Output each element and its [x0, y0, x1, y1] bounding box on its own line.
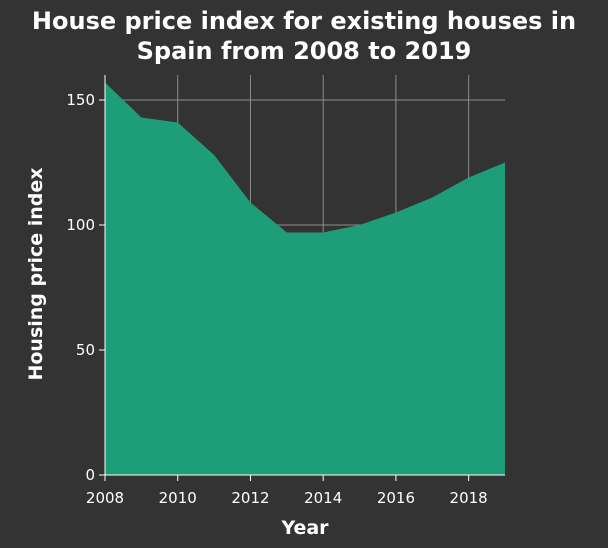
y-axis-label: Housing price index: [25, 167, 47, 380]
x-axis-label: Year: [280, 517, 329, 539]
axes: [99, 75, 505, 481]
x-tick-label-2010: 2010: [159, 489, 197, 507]
chart-title-line-1: House price index for existing houses in: [32, 7, 576, 35]
plot-area: [105, 82, 505, 475]
x-tick-label-2012: 2012: [231, 489, 269, 507]
y-tick-labels: 0 50 100 150: [66, 91, 95, 484]
y-tick-label-0: 0: [85, 466, 95, 484]
area-series: [105, 82, 505, 475]
x-tick-label-2014: 2014: [304, 489, 342, 507]
x-tick-label-2018: 2018: [450, 489, 488, 507]
x-tick-label-2016: 2016: [377, 489, 415, 507]
y-tick-label-50: 50: [76, 341, 95, 359]
x-tick-label-2008: 2008: [86, 489, 124, 507]
chart-title-line-2: Spain from 2008 to 2019: [137, 37, 472, 65]
x-tick-labels: 2008 2010 2012 2014 2016 2018: [86, 489, 488, 507]
y-tick-label-100: 100: [66, 216, 95, 234]
y-tick-label-150: 150: [66, 91, 95, 109]
